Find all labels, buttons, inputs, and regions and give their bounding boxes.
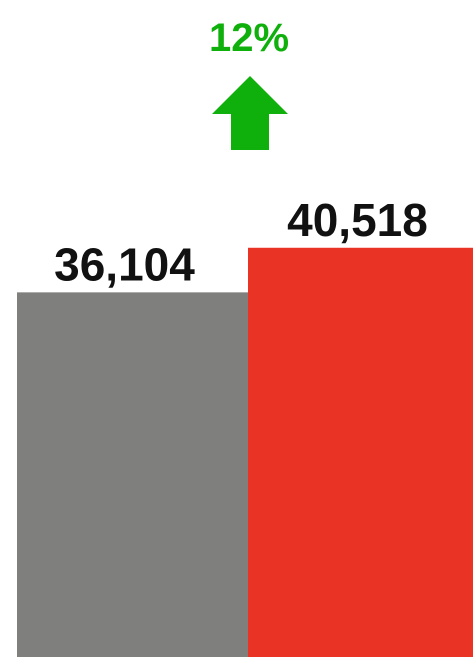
change-percent-label: 12% bbox=[209, 16, 289, 60]
bar-2 bbox=[248, 247, 473, 657]
bar-1 bbox=[17, 292, 248, 657]
labels-layer: 36,104 40,518 bbox=[54, 194, 428, 291]
change-indicator: 12% bbox=[209, 16, 289, 150]
bar-value-label-1: 36,104 bbox=[54, 238, 195, 290]
bars-layer bbox=[17, 247, 473, 657]
up-arrow-icon bbox=[212, 76, 288, 150]
bar-value-label-2: 40,518 bbox=[287, 194, 428, 246]
